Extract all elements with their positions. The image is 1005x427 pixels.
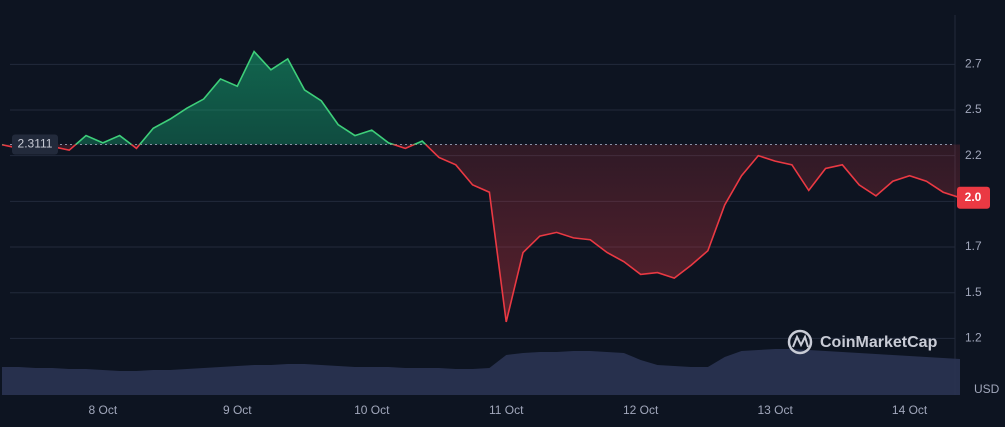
area-above	[75, 51, 426, 145]
y-tick-label: 1.7	[965, 239, 982, 253]
y-tick-label: 2.2	[965, 148, 982, 162]
y-tick-label: 2.5	[965, 102, 982, 116]
baseline-label: 2.3111	[18, 137, 53, 151]
x-tick-label: 9 Oct	[223, 403, 252, 417]
watermark-text: CoinMarketCap	[820, 334, 938, 351]
baseline-label-box	[12, 134, 58, 155]
currency: USD	[974, 382, 1000, 396]
x-tick-label: 14 Oct	[892, 403, 928, 417]
y-tick-label: 1.2	[965, 331, 982, 345]
x-tick-label: 8 Oct	[88, 403, 117, 417]
volume-area	[2, 349, 960, 395]
current-label: 2.0	[965, 190, 982, 204]
x-tick-label: 13 Oct	[757, 403, 793, 417]
current-label-box	[957, 186, 990, 209]
price-line-above	[2, 50, 427, 145]
x-tick-label: 12 Oct	[623, 403, 659, 417]
x-tick-label: 11 Oct	[489, 403, 524, 417]
plot: 1.2 1.5 1.7 2.0 2.2 2.5 2.7 8 Oct 9 Oct 10 Oct 11 …	[1, 15, 990, 417]
y-tick-label: 1.5	[965, 285, 982, 299]
watermark: CoinMarketCap	[787, 329, 938, 355]
y-tick-label: 2.7	[965, 56, 982, 70]
x-tick-label: 10 Oct	[354, 403, 390, 417]
area-below	[2, 144, 960, 322]
price-line-below	[1, 144, 961, 323]
